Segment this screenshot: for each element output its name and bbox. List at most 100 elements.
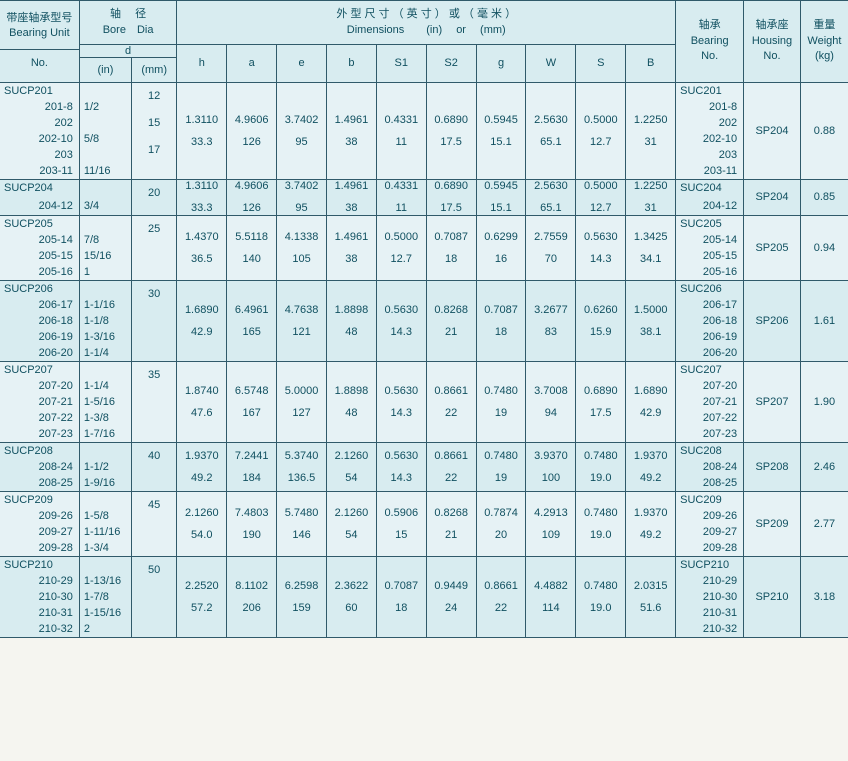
cell-unit: SUCP207 [0, 361, 79, 378]
cell-bore-in [79, 147, 131, 163]
cell-bearing: SUCP210 [676, 556, 744, 573]
cell-housing: SP210 [744, 556, 801, 637]
cell-dim: 0.748019 [476, 442, 526, 491]
cell-dim: 7.4803190 [227, 491, 277, 556]
housing-en2: No. [763, 49, 780, 64]
cell-bearing: 202-10 [676, 131, 744, 147]
cell-bearing: 206-19 [676, 329, 744, 345]
cell-dim: 1.311033.3 [177, 82, 227, 179]
cell-dim: 1.874047.6 [177, 361, 227, 442]
col-h: h [177, 44, 227, 82]
cell-bore-mm: 20 [131, 179, 176, 215]
cell-dim: 0.594515.1 [476, 179, 526, 215]
cell-dim: 0.787420 [476, 491, 526, 556]
weight-cn: 重量 [813, 18, 835, 33]
cell-unit: 207-23 [0, 426, 79, 443]
bore-en: Bore Dia [103, 23, 154, 37]
col-bore-in: (in) [79, 57, 131, 82]
cell-bearing: 207-20 [676, 378, 744, 394]
cell-dim: 2.126054 [326, 491, 376, 556]
cell-unit: 209-28 [0, 540, 79, 557]
cell-weight: 0.94 [800, 215, 848, 280]
cell-dim: 0.563014.3 [376, 280, 426, 361]
cell-bore-in: 7/8 [79, 232, 131, 248]
cell-bore-mm: 50 [131, 556, 176, 637]
col-s2: S2 [426, 44, 476, 82]
cell-dim: 0.563014.3 [376, 442, 426, 491]
cell-bore-in: 1-7/8 [79, 589, 131, 605]
cell-bore-mm: 30 [131, 280, 176, 361]
cell-housing: SP206 [744, 280, 801, 361]
bearing-dimensions-table: 带座轴承型号 Bearing Unit No. 轴 径 Bore Dia 外 型… [0, 0, 848, 638]
cell-dim: 0.826821 [426, 280, 476, 361]
cell-bearing: SUC208 [676, 442, 744, 459]
cell-dim: 0.500012.7 [576, 179, 626, 215]
cell-unit: 210-31 [0, 605, 79, 621]
cell-dim: 1.937049.2 [626, 491, 676, 556]
cell-dim: 8.1102206 [227, 556, 277, 637]
housing-en1: Housing [752, 34, 792, 49]
cell-unit: SUCP206 [0, 280, 79, 297]
cell-bore-in: 1-5/8 [79, 508, 131, 524]
cell-dim: 2.031551.6 [626, 556, 676, 637]
cell-bearing: 210-29 [676, 573, 744, 589]
cell-bearing: SUC201 [676, 82, 744, 99]
cell-bearing: 207-22 [676, 410, 744, 426]
cell-bearing: 203-11 [676, 163, 744, 180]
cell-weight: 2.77 [800, 491, 848, 556]
cell-dim: 0.500012.7 [376, 215, 426, 280]
cell-dim: 7.2441184 [227, 442, 277, 491]
cell-bore-in: 1/2 [79, 99, 131, 115]
cell-unit: SUCP210 [0, 556, 79, 573]
cell-bore-in: 1-11/16 [79, 524, 131, 540]
cell-bore-in: 2 [79, 621, 131, 638]
cell-dim: 0.866122 [476, 556, 526, 637]
cell-bore-in [79, 361, 131, 378]
cell-dim: 6.2598159 [277, 556, 327, 637]
cell-unit: SUCP208 [0, 442, 79, 459]
cell-dim: 2.563065.1 [526, 179, 576, 215]
cell-unit: 210-32 [0, 621, 79, 638]
cell-dim: 3.740295 [277, 82, 327, 179]
cell-housing: SP205 [744, 215, 801, 280]
cell-unit: SUCP204 [0, 179, 79, 197]
cell-dim: 1.500038.1 [626, 280, 676, 361]
cell-bearing: SUC206 [676, 280, 744, 297]
cell-dim: 0.563014.3 [576, 215, 626, 280]
col-bearing-no: 轴承 Bearing No. [676, 1, 744, 83]
housing-cn: 轴承座 [755, 18, 788, 33]
cell-unit: 206-19 [0, 329, 79, 345]
cell-unit: 202-10 [0, 131, 79, 147]
cell-bearing: 205-15 [676, 248, 744, 264]
unit-title-en1: Bearing Unit [9, 26, 70, 41]
cell-dim: 4.9606126 [227, 82, 277, 179]
cell-dim: 1.437036.5 [177, 215, 227, 280]
cell-dim: 4.7638121 [277, 280, 327, 361]
col-bore: 轴 径 Bore Dia [79, 1, 176, 45]
cell-dim: 0.626015.9 [576, 280, 626, 361]
cell-bearing: 203 [676, 147, 744, 163]
cell-bore-in: 1-13/16 [79, 573, 131, 589]
cell-dim: 0.689017.5 [426, 82, 476, 179]
cell-dim: 0.708718 [476, 280, 526, 361]
cell-dim: 0.629916 [476, 215, 526, 280]
cell-bearing: 207-21 [676, 394, 744, 410]
col-housing-no: 轴承座 Housing No. [744, 1, 801, 83]
cell-bore-mm: 45 [131, 491, 176, 556]
cell-unit: 205-16 [0, 264, 79, 281]
col-bore-d: d [79, 44, 176, 57]
cell-dim: 1.689042.9 [177, 280, 227, 361]
cell-dim: 5.7480146 [277, 491, 327, 556]
data-row: SUCP207351.874047.66.57481675.00001271.8… [0, 361, 848, 378]
unit-title-en2: No. [0, 49, 79, 71]
cell-unit: 207-22 [0, 410, 79, 426]
cell-bore-in: 1-3/8 [79, 410, 131, 426]
data-row: SUCP209452.126054.07.48031905.74801462.1… [0, 491, 848, 508]
data-row: SUCP208401.937049.27.24411845.3740136.52… [0, 442, 848, 459]
cell-dim: 4.2913109 [526, 491, 576, 556]
cell-dim: 2.755970 [526, 215, 576, 280]
cell-bearing: 207-23 [676, 426, 744, 443]
cell-housing: SP207 [744, 361, 801, 442]
col-bcol: B [626, 44, 676, 82]
cell-unit: 210-30 [0, 589, 79, 605]
